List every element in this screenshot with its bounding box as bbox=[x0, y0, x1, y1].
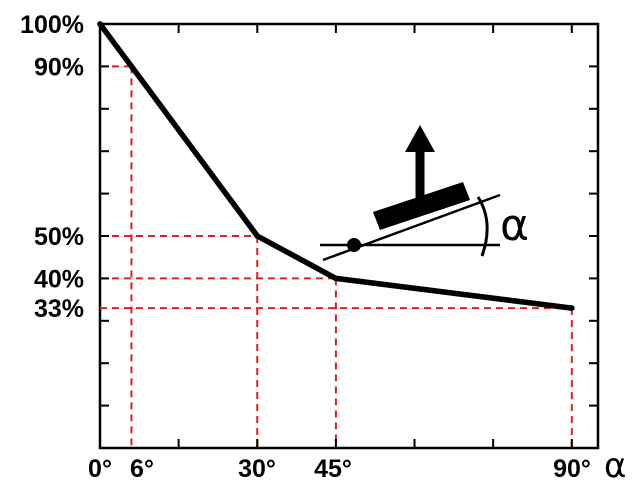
y-tick-label: 40% bbox=[34, 265, 84, 293]
y-tick-label: 50% bbox=[34, 223, 84, 251]
angle-arc bbox=[476, 196, 489, 257]
x-tick-label: 90° bbox=[553, 455, 591, 483]
x-axis-symbol: α bbox=[604, 446, 626, 486]
x-tick-labels: 0° 6° 30° 45° 90° bbox=[88, 455, 591, 483]
y-tick-label: 90% bbox=[34, 53, 84, 81]
incline-diagram: α bbox=[320, 125, 529, 262]
y-tick-label: 100% bbox=[20, 11, 84, 39]
data-point bbox=[333, 275, 339, 282]
guide-lines bbox=[100, 65, 573, 448]
x-tick-label: 45° bbox=[314, 455, 352, 483]
data-points bbox=[97, 21, 575, 311]
y-tick-labels: 100% 90% 50% 40%33% bbox=[20, 11, 84, 323]
data-point bbox=[254, 233, 261, 239]
x-tick-label: 6° bbox=[130, 455, 154, 483]
data-point bbox=[97, 21, 103, 27]
lift-arrowhead bbox=[405, 125, 435, 152]
y-tick-label: 33% bbox=[34, 295, 84, 323]
minor-ticks bbox=[99, 23, 598, 449]
x-tick-label: 0° bbox=[88, 455, 112, 483]
data-curve bbox=[97, 21, 575, 311]
incline-block bbox=[373, 182, 470, 230]
incline-pivot bbox=[347, 238, 361, 252]
x-tick-label: 30° bbox=[238, 455, 276, 483]
inset-angle-symbol: α bbox=[500, 200, 529, 251]
data-point bbox=[568, 305, 575, 311]
data-point bbox=[128, 63, 135, 70]
